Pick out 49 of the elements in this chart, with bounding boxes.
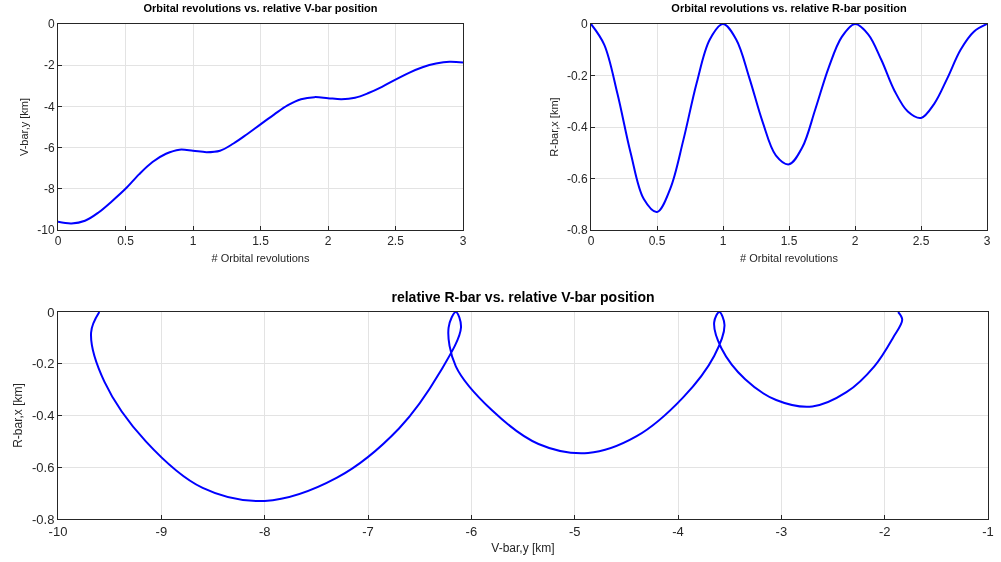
y-tick-label: -0.8 xyxy=(31,511,55,527)
x-axis-title: # Orbital revolutions xyxy=(211,251,310,264)
x-tick-label: 1.5 xyxy=(252,234,270,249)
x-tick-label: 2 xyxy=(324,234,332,249)
x-tick-label: -2 xyxy=(878,523,891,539)
x-tick-label: 1.5 xyxy=(780,234,798,249)
y-tick-label: -2 xyxy=(43,58,55,73)
x-tick-label: 0.5 xyxy=(117,234,135,249)
x-axis-title: # Orbital revolutions xyxy=(740,251,839,264)
y-tick-label: 0 xyxy=(47,17,55,32)
y-tick-label: -0.6 xyxy=(31,459,55,475)
x-axis-title: V-bar,y [km] xyxy=(491,541,555,556)
x-tick-label: 3 xyxy=(459,234,467,249)
x-tick-label: 2.5 xyxy=(912,234,930,249)
x-tick-label: 0.5 xyxy=(648,234,666,249)
y-axis-title: V-bar,y [km] xyxy=(17,97,30,157)
line-series xyxy=(90,312,904,502)
chart-title: relative R-bar vs. relative V-bar position xyxy=(391,288,655,305)
x-tick-label: 2 xyxy=(851,234,859,249)
y-tick-label: -0.2 xyxy=(566,68,588,83)
x-tick-label: -9 xyxy=(155,523,168,539)
y-axis-title: R-bar,x [km] xyxy=(11,383,26,448)
x-tick-label: -6 xyxy=(465,523,478,539)
y-tick-label: -0.2 xyxy=(31,356,55,372)
x-tick-label: 1 xyxy=(719,234,727,249)
y-tick-label: -6 xyxy=(43,140,55,155)
y-tick-label: -4 xyxy=(43,99,55,114)
chart-title: Orbital revolutions vs. relative V-bar position xyxy=(143,1,378,14)
x-tick-label: -4 xyxy=(672,523,684,539)
y-tick-label: -0.4 xyxy=(31,408,55,424)
x-tick-label: 2.5 xyxy=(387,234,405,249)
y-tick-label: -10 xyxy=(37,223,55,238)
line-series xyxy=(591,24,987,213)
line-series xyxy=(58,60,463,225)
x-tick-label: -7 xyxy=(362,523,374,539)
x-tick-label: 1 xyxy=(189,234,197,249)
x-tick-label: -8 xyxy=(258,523,271,539)
x-tick-label: -3 xyxy=(775,523,788,539)
y-tick-label: 0 xyxy=(580,17,588,32)
y-tick-label: -0.6 xyxy=(566,171,588,186)
y-tick-label: 0 xyxy=(47,304,55,320)
x-tick-label: 3 xyxy=(983,234,991,249)
y-tick-label: -0.4 xyxy=(566,120,588,135)
y-tick-label: -8 xyxy=(43,182,55,196)
x-tick-label: -1 xyxy=(982,523,994,539)
x-tick-label: -5 xyxy=(568,523,581,539)
y-tick-label: -0.8 xyxy=(566,223,588,238)
y-axis-title: R-bar,x [km] xyxy=(547,97,560,157)
chart-title: Orbital revolutions vs. relative R-bar position xyxy=(671,1,907,14)
